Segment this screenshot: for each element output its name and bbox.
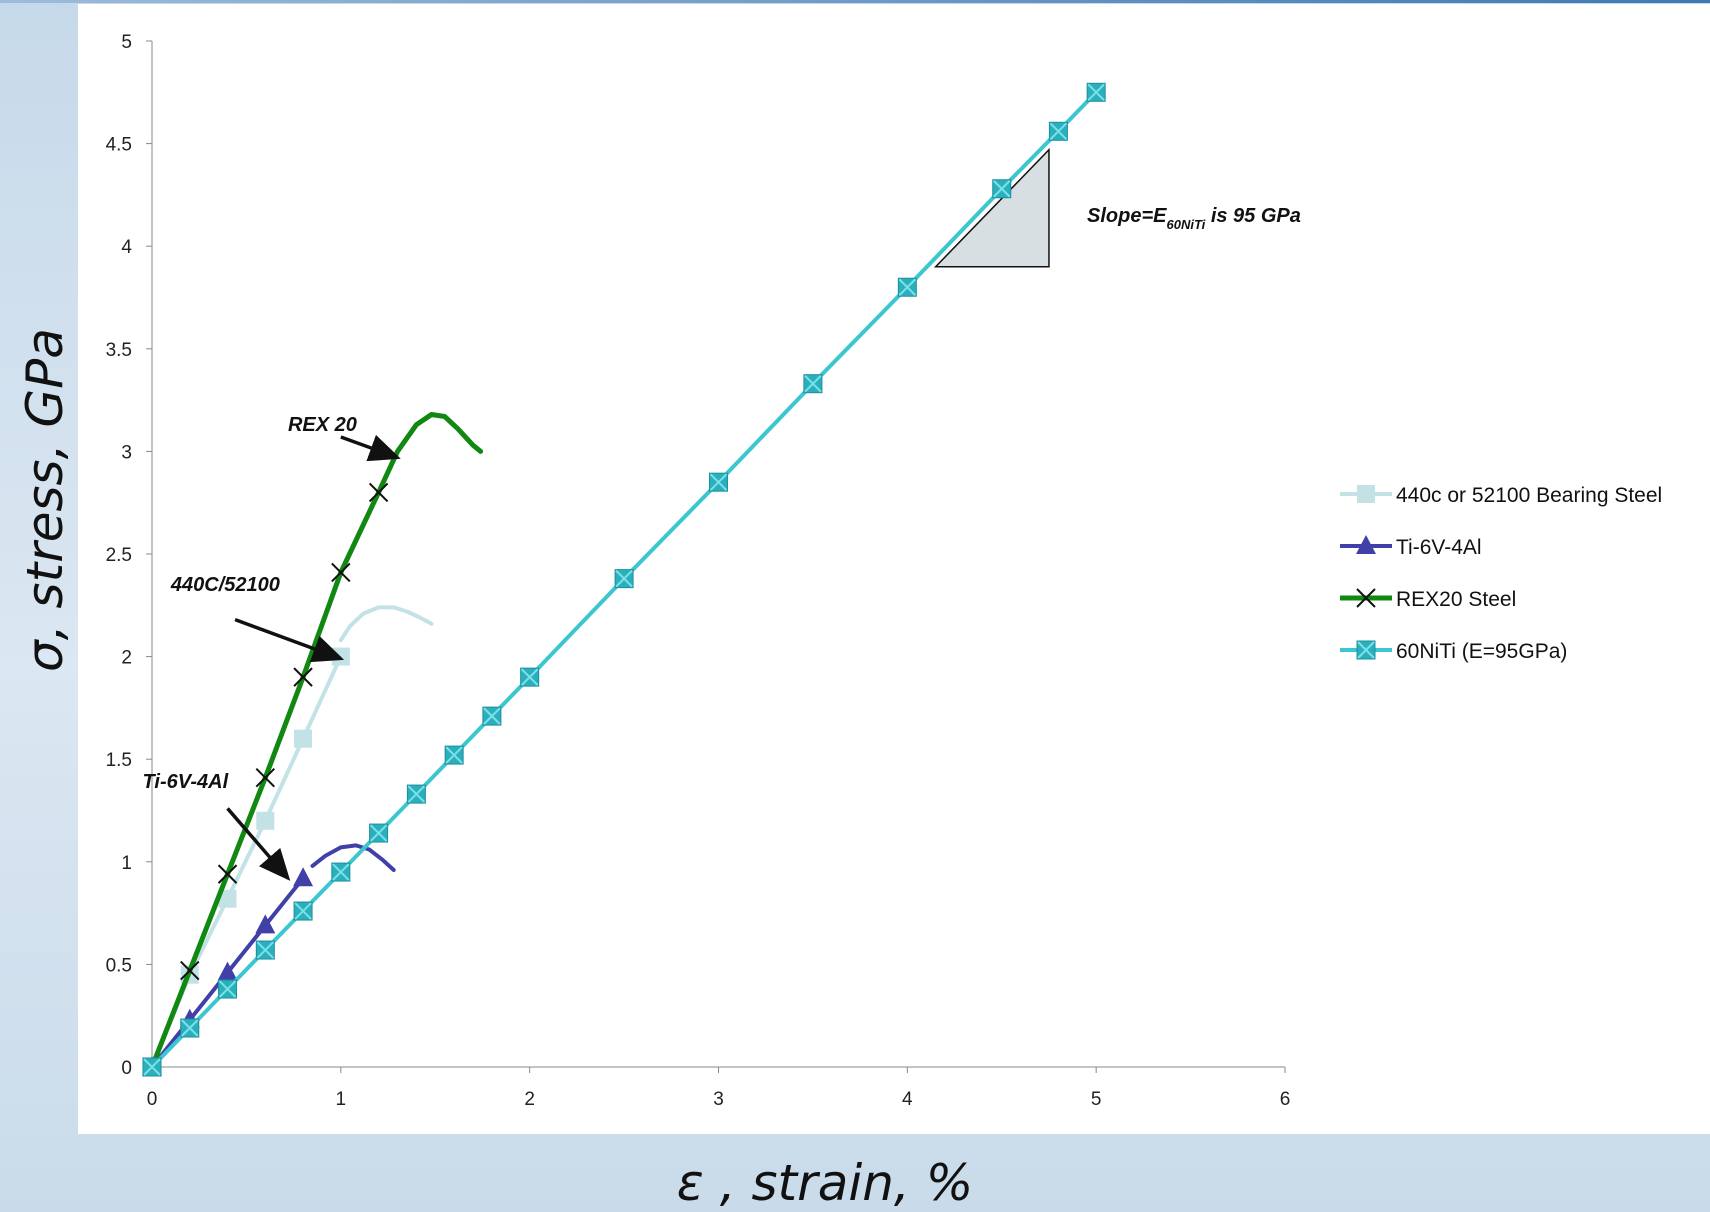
series-3-point-cross	[804, 374, 822, 393]
x-tick-label: 1	[336, 1089, 347, 1110]
slope-label-suffix: is 95 GPa	[1205, 205, 1301, 227]
y-tick-label: 4	[121, 237, 132, 258]
series-3-point-cross	[407, 785, 426, 803]
annotation-label-0: REX 20	[288, 414, 357, 436]
series-0-point	[294, 729, 313, 748]
series-3-point-cross	[1087, 83, 1105, 102]
slope-label-subscript: 60NiTi	[1166, 217, 1205, 232]
series-2-point	[180, 960, 200, 981]
series-3-point-cross	[181, 1019, 199, 1037]
legend-marker-1	[1356, 535, 1376, 554]
y-tick-label: 3.5	[106, 340, 132, 361]
legend-label-0: 440c or 52100 Bearing Steel	[1396, 484, 1662, 507]
y-tick-label: 2	[121, 648, 132, 669]
legend-marker-0	[1357, 485, 1375, 503]
series-3-point-cross	[256, 941, 275, 959]
legend-marker-3-cross	[1357, 641, 1375, 659]
annotation-arrow-0	[340, 434, 401, 462]
y-tick-label: 2.5	[106, 545, 132, 566]
series-1-extension-line	[310, 843, 396, 872]
series-3-point-cross	[1049, 122, 1068, 140]
series-2-point	[255, 767, 276, 788]
series-3-point-cross	[445, 746, 463, 764]
plot-panel	[78, 4, 1710, 1134]
series-3-point-cross	[332, 863, 350, 881]
y-tick-label: 1	[121, 853, 132, 874]
y-axis-label: σ, stress, GPa	[16, 328, 74, 672]
y-tick-label: 0	[121, 1058, 132, 1079]
y-tick-label: 5	[121, 32, 132, 53]
series-0-line	[150, 655, 343, 1068]
y-tick-label: 3	[121, 442, 132, 463]
legend-label-2: REX20 Steel	[1396, 588, 1516, 611]
series-3-point-cross	[709, 473, 728, 491]
series-0-point	[218, 889, 237, 908]
series-1-point	[217, 961, 238, 981]
y-tick-label: 1.5	[106, 750, 132, 771]
series-3-point-cross	[898, 278, 917, 296]
annotation-arrow-1	[234, 618, 345, 663]
series-3-point-cross	[294, 902, 312, 920]
slope-label: Slope=E60NiTi is 95 GPa	[1087, 205, 1301, 232]
legend-label-3: 60NiTi (E=95GPa)	[1396, 640, 1567, 663]
series-3-point-cross	[993, 180, 1011, 198]
series-2-point	[217, 864, 238, 884]
x-tick-label: 6	[1280, 1089, 1291, 1110]
series-2-extension-line	[376, 412, 484, 495]
x-tick-label: 2	[524, 1089, 535, 1110]
series-3-point-cross	[615, 569, 633, 588]
y-tick-label: 0.5	[106, 955, 132, 976]
series-2-point	[368, 482, 389, 503]
x-tick-label: 5	[1091, 1089, 1102, 1110]
annotation-label-1: 440C/52100	[170, 574, 280, 596]
series-3-point-cross	[520, 668, 539, 686]
series-2-point	[293, 667, 313, 687]
series-3-point-cross	[143, 1058, 161, 1076]
slope-triangle	[933, 147, 1050, 268]
x-tick-label: 0	[147, 1089, 158, 1110]
legend-label-1: Ti-6V-4Al	[1396, 536, 1482, 559]
series-1-point	[255, 914, 276, 934]
y-tick-label: 4.5	[106, 135, 132, 156]
series-1-point	[293, 867, 314, 887]
legend-marker-2	[1356, 588, 1376, 608]
top-accent-line	[0, 0, 1710, 3]
series-3-point-cross	[218, 980, 237, 998]
annotation-arrow-2	[226, 807, 291, 881]
series-0-point	[256, 811, 275, 830]
series-2-point	[331, 562, 351, 583]
x-tick-label: 3	[713, 1089, 724, 1110]
series-3-point-cross	[369, 824, 388, 842]
series-0-extension-line	[338, 605, 434, 643]
slope-label-prefix: Slope=E	[1087, 205, 1167, 227]
x-axis-label: ε , strain, %	[676, 1154, 974, 1212]
x-tick-label: 4	[902, 1089, 913, 1110]
series-3-point-cross	[483, 707, 501, 725]
annotation-label-2: Ti-6V-4Al	[143, 771, 229, 793]
